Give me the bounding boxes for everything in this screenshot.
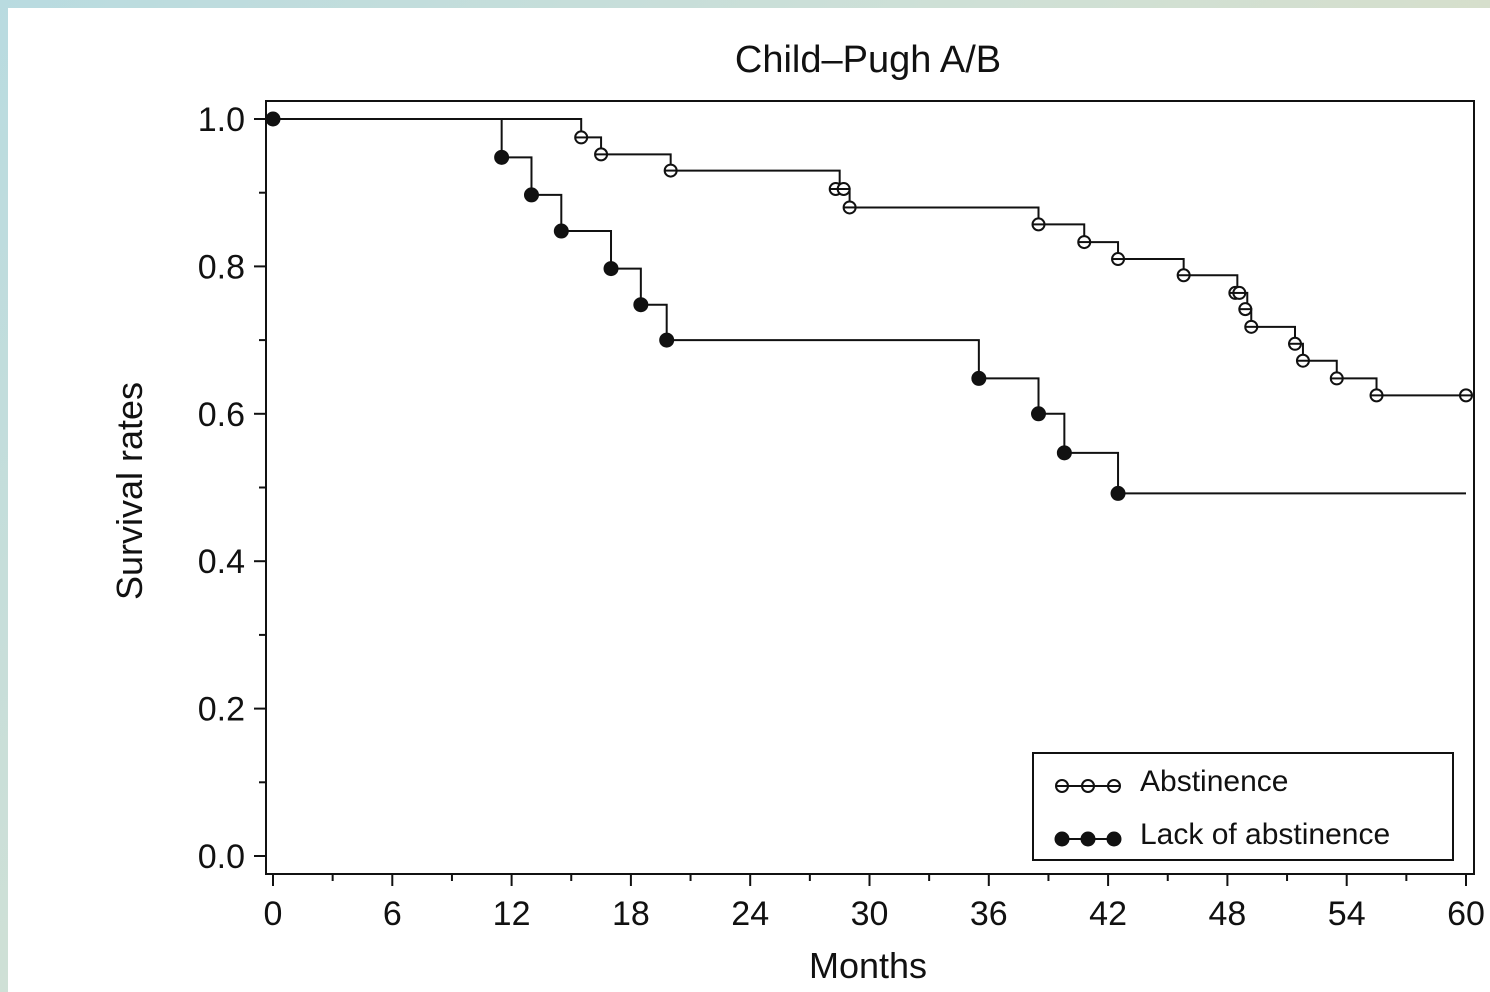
censor-marker: [1459, 388, 1473, 403]
censor-marker: [1031, 217, 1046, 232]
y-axis-ticks: 0.0 0.2 0.4 0.6 0.8 1.0: [198, 101, 266, 876]
censor-marker: [1369, 388, 1384, 403]
legend-open-circle: [1055, 779, 1069, 793]
censor-marker: [553, 223, 569, 239]
censor-marker: [1329, 371, 1344, 386]
x-tick-label: 18: [612, 895, 650, 933]
legend-open-circle: [1081, 779, 1095, 793]
censor-marker: [1238, 302, 1253, 317]
censor-marker: [836, 182, 851, 197]
x-tick-label: 30: [851, 895, 889, 933]
x-axis-ticks: 0 6 12 18 24 30 36 42 48 54 60: [264, 874, 1485, 933]
x-tick-label: 48: [1208, 895, 1246, 933]
censor-marker: [971, 370, 987, 386]
x-tick-label: 36: [970, 895, 1008, 933]
start-point-marker: [265, 111, 281, 127]
censor-marker: [1111, 252, 1126, 267]
x-tick-label: 42: [1089, 895, 1127, 933]
censor-marker: [663, 163, 678, 178]
censor-marker: [523, 187, 539, 203]
censor-marker: [1244, 319, 1259, 334]
censor-marker: [1232, 285, 1247, 300]
series-layer: [265, 111, 1473, 501]
x-tick-label: 6: [383, 895, 402, 933]
chart-title: Child–Pugh A/B: [735, 39, 1001, 81]
legend-box: [1032, 752, 1454, 861]
x-tick-label: 54: [1328, 895, 1366, 933]
censor-marker: [1056, 445, 1072, 461]
censor-marker: [1295, 353, 1310, 368]
y-tick-label: 0.4: [198, 543, 245, 581]
censor-marker: [842, 200, 857, 215]
y-tick-label: 0.8: [198, 248, 245, 286]
survival-step-line: [273, 118, 1466, 397]
x-tick-label: 0: [264, 895, 283, 933]
censor-marker: [1077, 235, 1092, 250]
x-tick-label: 60: [1447, 895, 1485, 933]
censor-marker: [1031, 406, 1047, 422]
y-tick-label: 0.0: [198, 838, 245, 876]
legend-filled-circle: [1054, 831, 1070, 847]
y-tick-label: 0.2: [198, 691, 245, 729]
legend: Abstinence Lack of abstinence: [1032, 752, 1454, 861]
series-abstinence: [273, 118, 1473, 403]
y-tick-label: 1.0: [198, 101, 245, 139]
censor-marker: [494, 149, 510, 165]
x-axis-title: Months: [809, 945, 927, 986]
x-tick-label: 24: [731, 895, 769, 933]
legend-marker-lack-of-abstinence: [1054, 831, 1122, 847]
x-tick-label: 12: [493, 895, 531, 933]
censor-marker: [633, 297, 649, 313]
legend-filled-circle: [1106, 831, 1122, 847]
kaplan-meier-chart: Child–Pugh A/B 0 6 12 18 24 30 36 42 48 54 60 0.00…: [109, 39, 1485, 986]
censor-marker: [603, 261, 619, 277]
legend-label-lack-of-abstinence: Lack of abstinence: [1140, 818, 1390, 851]
legend-filled-circle: [1080, 831, 1096, 847]
y-axis-title: Survival rates: [109, 382, 150, 600]
censor-marker: [1110, 485, 1126, 501]
legend-label-abstinence: Abstinence: [1140, 765, 1288, 798]
y-tick-label: 0.6: [198, 396, 245, 434]
censor-marker: [594, 147, 609, 162]
legend-open-circle: [1107, 779, 1121, 793]
censor-marker: [574, 130, 589, 145]
legend-marker-abstinence: [1055, 779, 1121, 793]
censor-marker: [1176, 268, 1191, 283]
censor-marker: [1288, 336, 1303, 351]
survival-step-line: [273, 118, 1466, 495]
censor-marker: [659, 332, 675, 348]
series-lack-of-abstinence: [273, 118, 1466, 501]
chart-frame: Child–Pugh A/B 0 6 12 18 24 30 36 42 48 54 60 0.0 0…: [8, 8, 1490, 992]
